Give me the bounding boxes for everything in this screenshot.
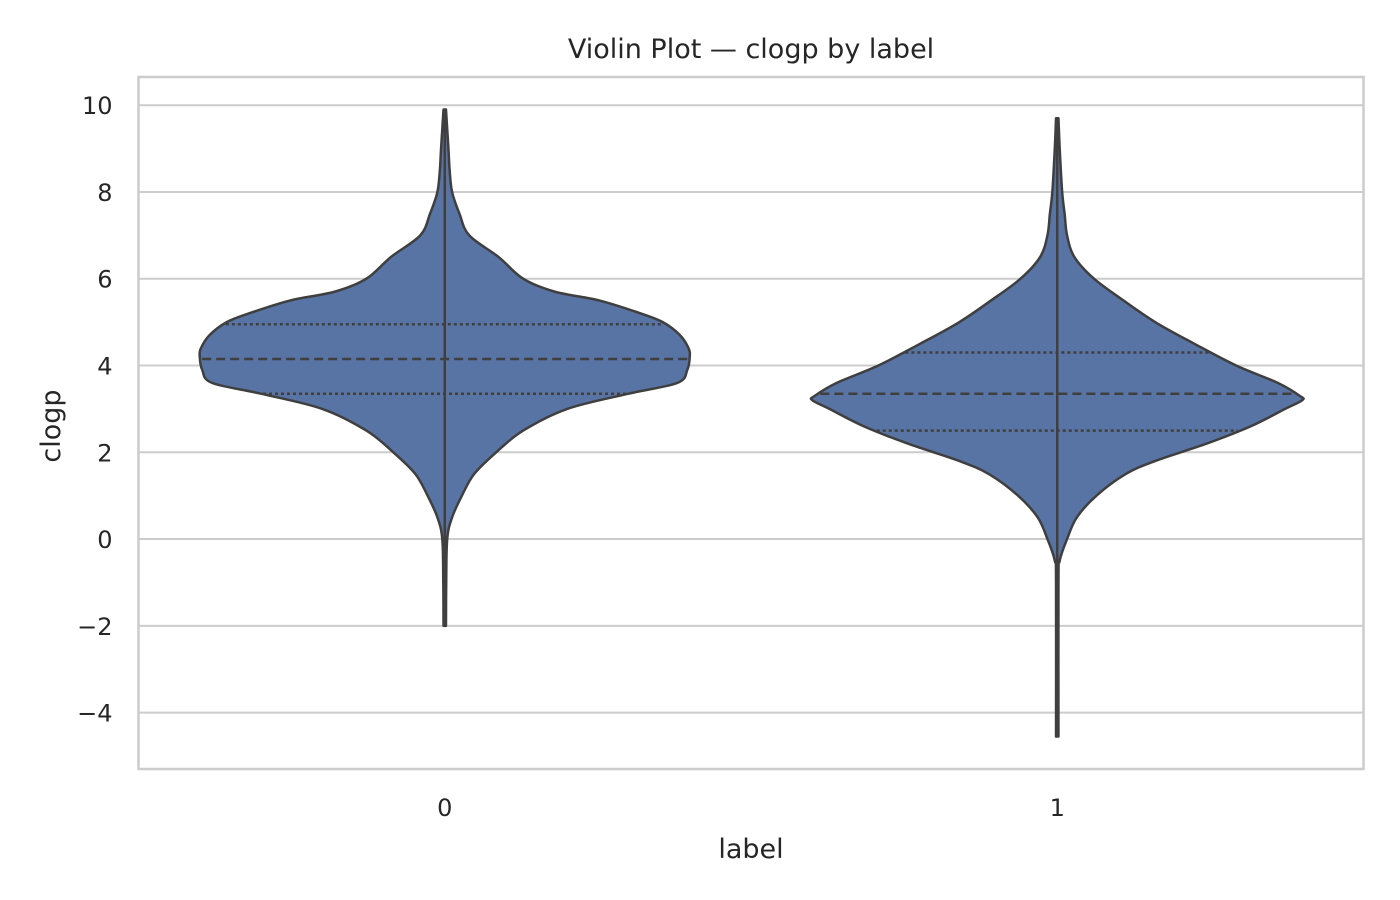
y-tick-label: 2 — [97, 439, 112, 467]
plot-frame — [137, 75, 1365, 771]
y-tick-label: 10 — [82, 92, 113, 120]
chart-title: Violin Plot — clogp by label — [568, 34, 934, 65]
y-axis-label: clogp — [36, 389, 67, 462]
x-tick-label: 1 — [1050, 794, 1065, 822]
y-tick-label: −4 — [77, 700, 112, 728]
y-tick-label: 6 — [97, 266, 112, 294]
y-tick-label: 4 — [97, 353, 112, 381]
y-tick-label: −2 — [77, 613, 112, 641]
x-axis-label: label — [718, 834, 783, 865]
y-tick-label: 8 — [97, 179, 112, 207]
y-axis-ticks: 10 8 6 4 2 0 −2 −4 — [77, 92, 112, 727]
x-tick-label: 0 — [437, 794, 452, 822]
violins — [198, 108, 1305, 738]
y-tick-label: 0 — [97, 526, 112, 554]
